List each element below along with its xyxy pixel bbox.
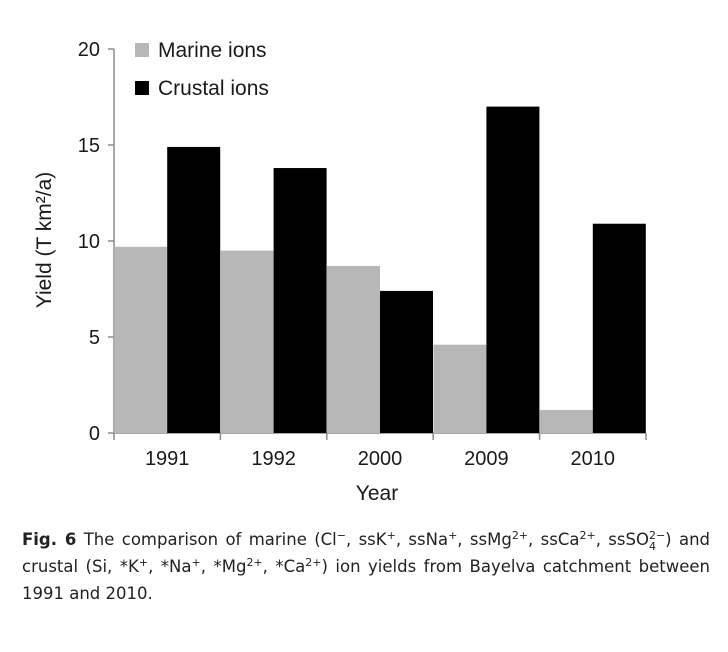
y-tick-label: 0 [89,423,100,445]
legend-label: Crustal ions [158,77,269,100]
legend-swatch [135,43,149,57]
bar-crustal-ions-2009 [486,106,540,433]
bars [114,106,646,434]
bar-crustal-ions-2010 [592,223,646,433]
figure-caption: Fig. 6 The comparison of marine (Cl−, ss… [22,526,710,607]
x-tick-label: 1992 [251,448,296,470]
bar-crustal-ions-1992 [273,168,327,434]
bar-crustal-ions-1991 [167,146,221,434]
x-tick-label: 2000 [358,448,403,470]
y-tick-label: 5 [89,327,100,349]
y-tick-label: 10 [78,231,100,253]
x-tick-label: 1991 [145,448,190,470]
x-tick-label: 2009 [464,448,509,470]
legend-label: Marine ions [158,39,267,62]
legend: Marine ions Crustal ions [135,39,269,100]
legend-swatch [135,81,149,95]
caption-text: The comparison of marine (Cl−, ssK+, ssN… [22,529,711,603]
y-tick-label: 20 [78,39,100,61]
x-axis-label: Year [356,482,398,505]
bar-marine-ions-1992 [220,250,274,433]
figure-label: Fig. 6 [22,530,77,549]
y-tick-label: 15 [78,135,100,157]
x-axis: 1991 1992 2000 2009 2010 [113,432,647,470]
bar-crustal-ions-2000 [380,290,433,433]
x-tick-label: 2010 [571,448,616,470]
y-axis: 0 5 10 15 20 [78,39,115,445]
bar-marine-ions-2010 [539,409,593,433]
y-axis-label: Yield (T km²/a) [33,172,56,309]
bar-chart: 0 5 10 15 20 1991 1992 2000 2009 2010 Marine ion… [33,39,647,505]
bar-marine-ions-2009 [433,344,487,433]
bar-marine-ions-1991 [114,246,168,433]
bar-marine-ions-2000 [327,265,380,433]
